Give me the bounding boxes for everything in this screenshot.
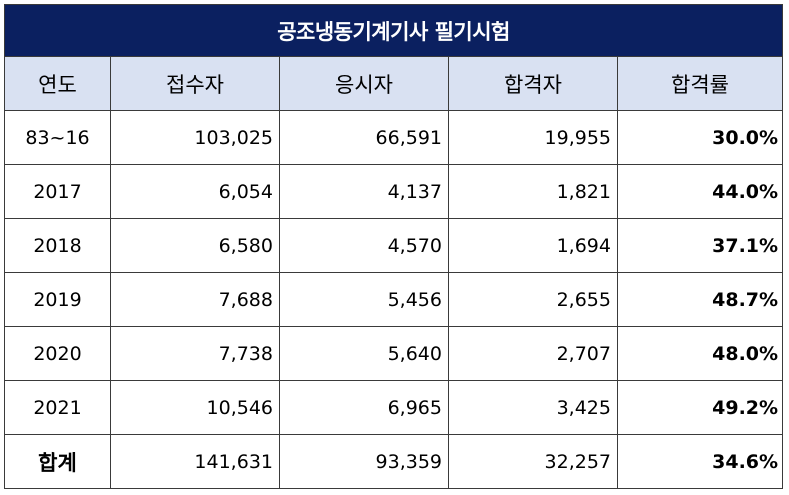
table-row: 2017 6,054 4,137 1,821 44.0% [4, 164, 784, 219]
pass-rate-cell: 37.1% [616, 218, 784, 273]
total-passers-cell: 32,257 [448, 434, 618, 489]
examinees-cell: 66,591 [279, 110, 449, 165]
exam-stats-table-container: 공조냉동기계기사 필기시험 연도 접수자 응시자 합격자 합격률 83~16 1… [3, 4, 784, 489]
table-row: 2019 7,688 5,456 2,655 48.7% [4, 272, 784, 327]
year-cell: 2020 [4, 326, 111, 381]
applicants-cell: 10,546 [110, 380, 280, 435]
total-examinees-cell: 93,359 [279, 434, 449, 489]
table-row: 2021 10,546 6,965 3,425 49.2% [4, 380, 784, 435]
total-pass-rate-cell: 34.6% [616, 434, 784, 489]
header-passers: 합격자 [448, 56, 618, 111]
examinees-cell: 6,965 [279, 380, 449, 435]
applicants-cell: 7,738 [110, 326, 280, 381]
pass-rate-cell: 48.7% [616, 272, 784, 327]
year-cell: 2017 [4, 164, 111, 219]
total-row: 합계 141,631 93,359 32,257 34.6% [4, 434, 784, 489]
pass-rate-cell: 30.0% [616, 110, 784, 165]
examinees-cell: 4,570 [279, 218, 449, 273]
year-cell: 2021 [4, 380, 111, 435]
year-cell: 2019 [4, 272, 111, 327]
passers-cell: 2,655 [448, 272, 618, 327]
passers-cell: 1,694 [448, 218, 618, 273]
year-cell: 2018 [4, 218, 111, 273]
table-row: 2018 6,580 4,570 1,694 37.1% [4, 218, 784, 273]
table-row: 2020 7,738 5,640 2,707 48.0% [4, 326, 784, 381]
pass-rate-cell: 49.2% [616, 380, 784, 435]
header-year: 연도 [4, 56, 111, 111]
table-title-row: 공조냉동기계기사 필기시험 [3, 4, 784, 57]
header-applicants: 접수자 [110, 56, 280, 111]
applicants-cell: 103,025 [110, 110, 280, 165]
table-row: 83~16 103,025 66,591 19,955 30.0% [4, 110, 784, 165]
table-header-row: 연도 접수자 응시자 합격자 합격률 [4, 56, 784, 111]
header-pass-rate: 합격률 [616, 56, 784, 111]
passers-cell: 3,425 [448, 380, 618, 435]
applicants-cell: 6,054 [110, 164, 280, 219]
examinees-cell: 5,456 [279, 272, 449, 327]
applicants-cell: 6,580 [110, 218, 280, 273]
examinees-cell: 4,137 [279, 164, 449, 219]
pass-rate-cell: 44.0% [616, 164, 784, 219]
passers-cell: 2,707 [448, 326, 618, 381]
year-cell: 83~16 [4, 110, 111, 165]
pass-rate-cell: 48.0% [616, 326, 784, 381]
total-applicants-cell: 141,631 [110, 434, 280, 489]
examinees-cell: 5,640 [279, 326, 449, 381]
table-title: 공조냉동기계기사 필기시험 [3, 4, 784, 57]
passers-cell: 1,821 [448, 164, 618, 219]
passers-cell: 19,955 [448, 110, 618, 165]
header-examinees: 응시자 [279, 56, 449, 111]
applicants-cell: 7,688 [110, 272, 280, 327]
total-label: 합계 [4, 434, 111, 489]
exam-stats-table: 공조냉동기계기사 필기시험 연도 접수자 응시자 합격자 합격률 83~16 1… [3, 4, 784, 489]
